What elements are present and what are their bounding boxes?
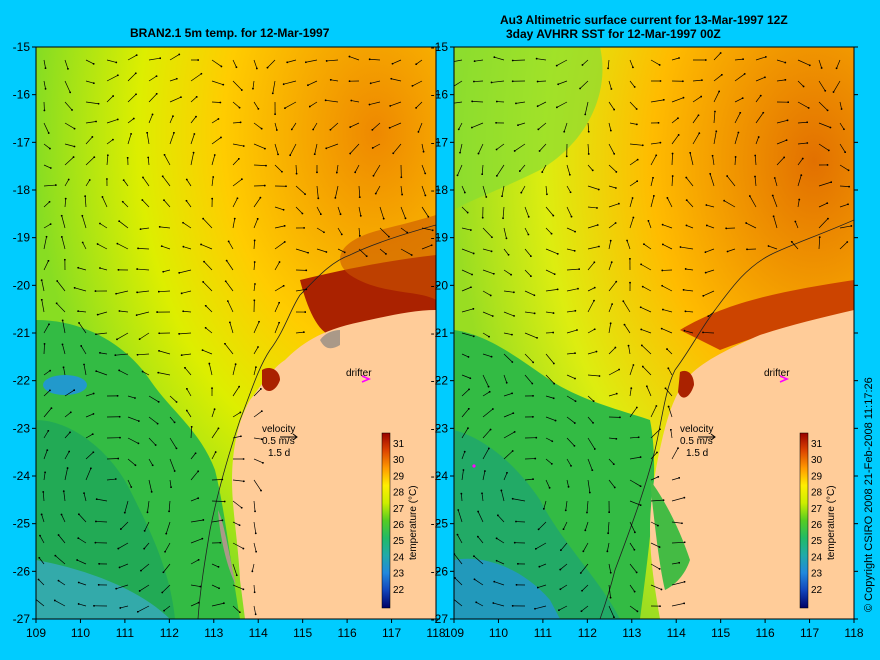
lon-tick-label: 109 [444,626,464,640]
colorbar-tick-label: 28 [393,488,405,499]
lon-tick-label: 117 [800,626,819,640]
left-current-vectors [36,53,434,616]
colorbar-tick-label: 24 [811,552,823,563]
left-drifter-label: drifter [346,368,372,379]
left-axes: -15-16-17-18-19-20-21-22-23-24-25-26-271… [13,40,446,640]
colorbar-tick-label: 26 [811,520,823,531]
colorbar-tick-label: 29 [393,471,405,482]
colorbar-tick-label: 28 [811,488,823,499]
lon-tick-label: 116 [756,626,775,640]
right-sst-map [453,46,855,620]
lon-tick-label: 118 [426,626,445,640]
right-drifter-icon [779,375,790,383]
right-velocity-duration: 1.5 d [686,448,708,459]
lon-tick-label: 113 [204,626,223,640]
lon-tick-label: 115 [293,626,312,640]
right-velocity-arrow-icon [710,433,716,441]
colorbar-tick-label: 23 [393,569,405,580]
lat-tick-label: -17 [13,135,31,149]
lat-tick-label: -24 [431,469,449,483]
lat-tick-label: -22 [13,374,31,388]
lon-tick-label: 113 [622,626,641,640]
right-map-title-line2: 3day AVHRR SST for 12-Mar-1997 00Z [506,27,721,41]
left-velocity-duration: 1.5 d [268,448,290,459]
lat-tick-label: -23 [431,421,449,435]
colorbar-tick-label: 27 [393,504,405,515]
colorbar-tick-label: 30 [393,455,405,466]
right-velocity-label: velocity [680,424,713,435]
left-legend: drifter velocity 0.5 m/s 1.5 d temperatu… [262,368,419,609]
lat-tick-label: -19 [13,231,31,245]
lat-tick-label: -15 [13,40,31,54]
left-colorbar [381,432,391,609]
lon-tick-label: 114 [667,626,686,640]
colorbar-tick-label: 31 [811,439,823,450]
right-colorbar [799,432,809,609]
left-velocity-scale: 0.5 m/s [262,436,295,447]
right-map-title-line1: Au3 Altimetric surface current for 13-Ma… [500,13,788,27]
right-axes: -15-16-17-18-19-20-21-22-23-24-25-26-271… [431,40,864,640]
lat-tick-label: -26 [13,564,31,578]
right-legend: drifter velocity 0.5 m/s 1.5 d temperatu… [680,368,837,609]
right-current-vectors [454,52,853,619]
left-colorbar-title: temperature (°C) [408,485,419,560]
colorbar-tick-label: 31 [393,439,405,450]
lat-tick-label: -20 [13,278,31,292]
lon-tick-label: 109 [26,626,46,640]
left-sst-map [35,46,437,620]
right-velocity-scale: 0.5 m/s [680,436,713,447]
lat-tick-label: -27 [13,612,31,626]
lon-tick-label: 116 [338,626,357,640]
lat-tick-label: -16 [13,88,31,102]
colorbar-tick-label: 22 [393,585,405,596]
lat-tick-label: -18 [431,183,449,197]
lat-tick-label: -22 [431,374,449,388]
colorbar-tick-label: 23 [811,569,823,580]
lat-tick-label: -15 [431,40,449,54]
lat-tick-label: -16 [431,88,449,102]
lon-tick-label: 117 [382,626,401,640]
lon-tick-label: 111 [534,626,553,640]
right-drifter-label: drifter [764,368,790,379]
lon-tick-label: 114 [249,626,268,640]
lon-tick-label: 110 [489,626,508,640]
lat-tick-label: -26 [431,564,449,578]
colorbar-tick-label: 26 [393,520,405,531]
colorbar-tick-label: 29 [811,471,823,482]
colorbar-tick-label: 24 [393,552,405,563]
copyright-text: © Copyright CSIRO 2008 21-Feb-2008 11:17… [863,377,875,612]
colorbar-tick-label: 25 [393,536,405,547]
lon-tick-label: 111 [116,626,135,640]
colorbar-tick-label: 25 [811,536,823,547]
lat-tick-label: -25 [431,517,449,531]
left-drifter-icon [361,375,372,383]
lat-tick-label: -18 [13,183,31,197]
left-velocity-arrow-icon [292,433,298,441]
lon-tick-label: 112 [160,626,179,640]
lon-tick-label: 115 [711,626,730,640]
lat-tick-label: -20 [431,278,449,292]
right-colorbar-title: temperature (°C) [826,485,837,560]
lon-tick-label: 110 [71,626,90,640]
lon-tick-label: 118 [844,626,863,640]
colorbar-tick-label: 30 [811,455,823,466]
left-velocity-label: velocity [262,424,295,435]
colorbar-tick-label: 22 [811,585,823,596]
lon-tick-label: 112 [578,626,597,640]
lat-tick-label: -17 [431,135,449,149]
lat-tick-label: -24 [13,469,31,483]
lat-tick-label: -25 [13,517,31,531]
lat-tick-label: -21 [13,326,31,340]
left-map-title: BRAN2.1 5m temp. for 12-Mar-1997 [130,26,330,40]
lat-tick-label: -21 [431,326,449,340]
lat-tick-label: -27 [431,612,449,626]
lat-tick-label: -23 [13,421,31,435]
lat-tick-label: -19 [431,231,449,245]
colorbar-tick-label: 27 [811,504,823,515]
